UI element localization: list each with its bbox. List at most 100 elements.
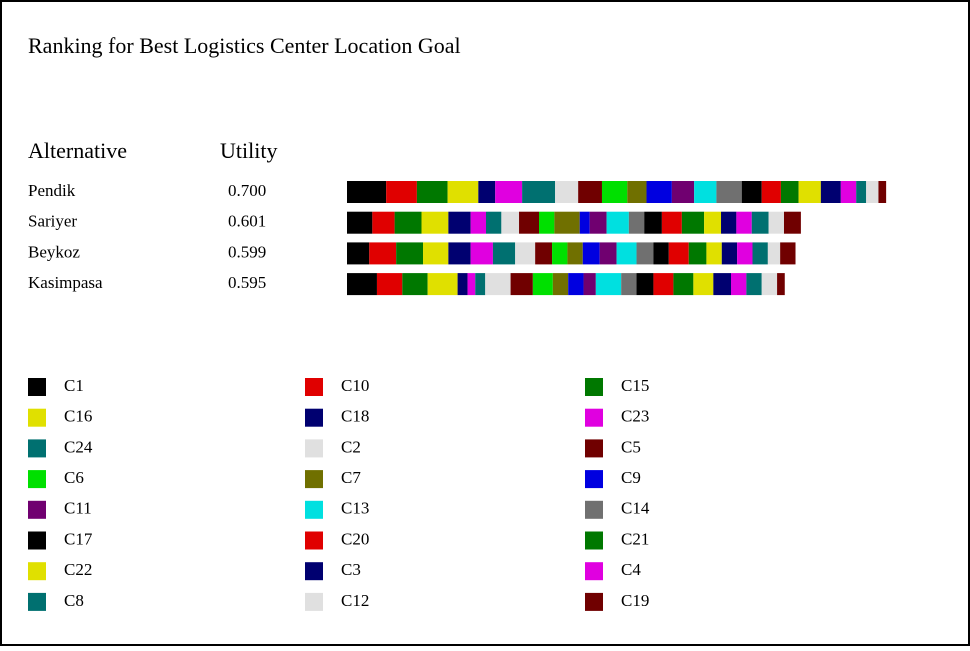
bar-segment [448, 211, 471, 234]
bar-segment [768, 211, 784, 234]
bar-segment [736, 211, 752, 234]
bar-segment [616, 242, 637, 265]
legend-swatch [28, 470, 46, 489]
legend-label: C20 [341, 529, 369, 548]
bar-segment [694, 181, 717, 203]
utility-label: 0.601 [228, 212, 266, 231]
legend-label: C4 [621, 560, 641, 579]
bar-segment [716, 181, 742, 203]
bar-segment [752, 242, 768, 265]
utility-label: 0.700 [228, 181, 266, 200]
legend-swatch [585, 408, 603, 427]
column-header: Alternative [28, 138, 127, 163]
bar-segment [447, 181, 479, 203]
bar-segment [671, 181, 695, 203]
legend-swatch [585, 592, 603, 611]
bar-segment [478, 181, 496, 203]
bar-segment [582, 242, 600, 265]
bar-segment [840, 181, 857, 203]
bar-segment [579, 211, 590, 234]
legend-swatch [28, 592, 46, 611]
bar-segment [475, 273, 486, 296]
bar-segment [402, 273, 428, 296]
legend-label: C2 [341, 437, 361, 456]
legend-label: C17 [64, 529, 93, 548]
bar-segment [878, 181, 887, 203]
bar-segment [510, 273, 533, 296]
bar-segment [416, 181, 448, 203]
legend-swatch [305, 500, 323, 519]
legend-label: C5 [621, 437, 641, 456]
legend-swatch [28, 408, 46, 427]
utility-label: 0.599 [228, 242, 266, 261]
bar-segment [866, 181, 879, 203]
bar-segment [761, 273, 778, 296]
bar-segment [555, 181, 579, 203]
bar-segment [535, 242, 553, 265]
bar-segment [741, 181, 762, 203]
utility-label: 0.595 [228, 273, 266, 292]
bar-segment [704, 211, 722, 234]
bar-segment [486, 211, 502, 234]
legend-swatch [585, 500, 603, 519]
bar-segment [751, 211, 769, 234]
legend-label: C3 [341, 560, 361, 579]
bar-segment [737, 242, 753, 265]
bar-segment [396, 242, 424, 265]
bar-segment [421, 211, 449, 234]
bar-segment [485, 273, 511, 296]
legend-label: C8 [64, 591, 84, 610]
legend-label: C10 [341, 376, 369, 395]
bar-segment [599, 242, 617, 265]
bar-segment [394, 211, 422, 234]
bar-segment [519, 211, 539, 234]
bar-segment [501, 211, 520, 234]
bar-segment [369, 242, 397, 265]
bar-segment [668, 242, 689, 265]
bar-segment [567, 242, 583, 265]
legend-swatch [585, 378, 603, 396]
legend-label: C6 [64, 468, 84, 487]
bar-segment [688, 242, 707, 265]
bar-segment [820, 181, 841, 203]
bar-segment [721, 242, 738, 265]
bar-segment [636, 242, 654, 265]
bar-segment [780, 181, 799, 203]
legend-swatch [305, 439, 323, 458]
legend-swatch [305, 531, 323, 550]
legend-label: C12 [341, 591, 369, 610]
bar-segment [532, 273, 553, 296]
alternative-label: Pendik [28, 181, 76, 200]
legend-label: C18 [341, 407, 369, 426]
bar-segment [539, 211, 555, 234]
alternative-label: Beykoz [28, 242, 80, 261]
legend-swatch [28, 531, 46, 550]
bar-segment [583, 273, 596, 296]
bar-segment [646, 181, 672, 203]
legend-swatch [585, 439, 603, 458]
legend-swatch [585, 470, 603, 489]
legend-swatch [305, 562, 323, 581]
legend-swatch [28, 439, 46, 458]
bar-segment [552, 242, 568, 265]
bar-segment [636, 273, 654, 296]
legend-label: C16 [64, 407, 92, 426]
alternative-label: Kasimpasa [28, 273, 103, 292]
bar-segment [495, 181, 523, 203]
bar-segment [589, 211, 607, 234]
bar-segment [448, 242, 471, 265]
bar-segment [515, 242, 536, 265]
bar-segment [673, 273, 694, 296]
legend-label: C23 [621, 407, 649, 426]
alternative-label: Sariyer [28, 212, 77, 231]
bar-segment [731, 273, 747, 296]
legend-swatch [28, 500, 46, 519]
legend-label: C1 [64, 376, 84, 395]
bar-segment [552, 273, 569, 296]
bar-segment [661, 211, 682, 234]
bar-segment [522, 181, 556, 203]
legend-label: C15 [621, 376, 649, 395]
legend-label: C9 [621, 468, 641, 487]
